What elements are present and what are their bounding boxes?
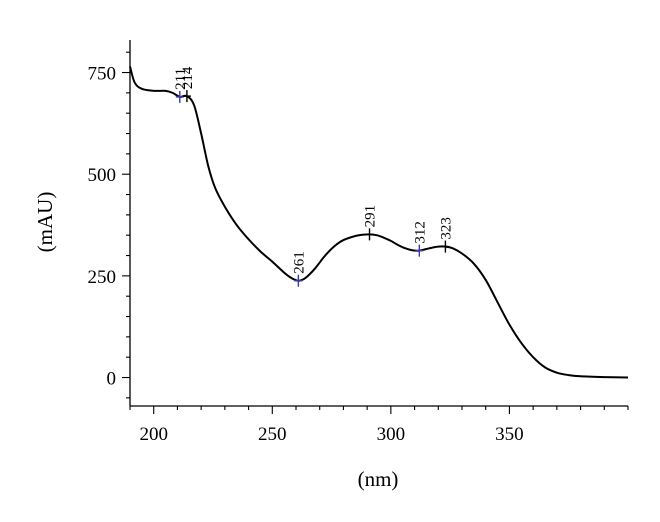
x-axis-title: (nm) — [358, 467, 399, 491]
y-tick-label: 0 — [107, 369, 117, 390]
x-tick-label: 200 — [139, 424, 168, 445]
spectrum-line-0 — [129, 66, 629, 379]
ticks: 200 250 300 350 0 250 500 750 — [88, 51, 629, 445]
y-tick-label: 250 — [88, 267, 117, 288]
peak-label: 261 — [291, 251, 307, 274]
peak-label: 312 — [412, 221, 428, 244]
peak-label: 291 — [363, 205, 379, 228]
peak-label: 323 — [438, 217, 454, 240]
axes — [129, 40, 628, 407]
peak-label: 214 — [180, 66, 196, 89]
x-tick-label: 300 — [377, 424, 406, 445]
y-axis-title: (mAU) — [33, 192, 57, 253]
series — [129, 66, 629, 379]
y-tick-label: 500 — [88, 165, 117, 186]
x-tick-label: 250 — [258, 424, 287, 445]
x-tick-label: 350 — [495, 424, 524, 445]
peak-label: 211 — [173, 68, 189, 90]
y-tick-label: 750 — [88, 64, 117, 85]
